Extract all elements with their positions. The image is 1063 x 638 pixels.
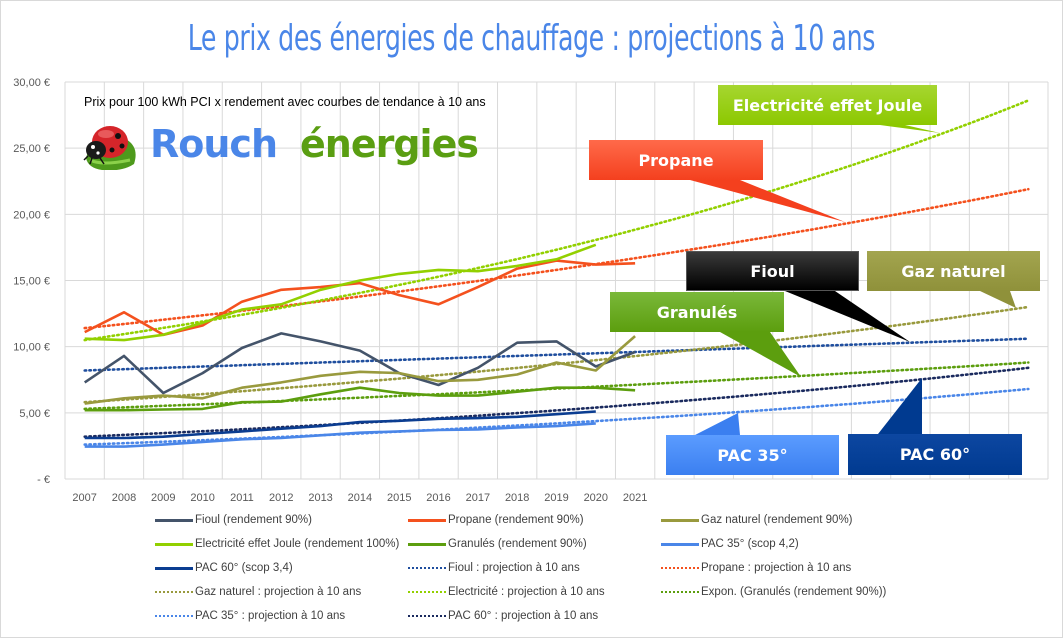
- x-tick-label: 2020: [584, 492, 608, 504]
- tail-pac35: [695, 413, 740, 435]
- trend-line-8: [83, 187, 1030, 330]
- x-tick-label: 2010: [190, 492, 214, 504]
- legend-label: PAC 60° (scop 3,4): [195, 562, 293, 574]
- y-tick-label: - €: [37, 474, 50, 486]
- tail-electricite: [880, 125, 940, 133]
- x-tick-label: 2009: [151, 492, 175, 504]
- x-tick-label: 2015: [387, 492, 411, 504]
- series-line-3: [84, 243, 597, 342]
- chart-title: Le prix des énergies de chauffage : proj…: [187, 18, 876, 59]
- legend-label: Expon. (Granulés (rendement 90%)): [701, 586, 887, 598]
- legend-label: Electricité effet Joule (rendement 100%): [195, 538, 400, 550]
- legend-label: PAC 60° : projection à 10 ans: [448, 610, 599, 622]
- legend-item: Fioul (rendement 90%): [155, 514, 312, 526]
- callout-fioul: Fioul: [686, 251, 859, 291]
- callout-gaz-naturel: Gaz naturel: [867, 251, 1040, 291]
- data-lines: [83, 243, 636, 448]
- chart-subtitle: Prix pour 100 kWh PCI x rendement avec c…: [84, 95, 486, 109]
- y-tick-label: 20,00 €: [13, 209, 50, 221]
- callout-electricite: Electricité effet Joule: [718, 85, 937, 125]
- legend-swatch: [408, 567, 446, 569]
- legend-swatch: [661, 542, 699, 546]
- legend-swatch: [155, 542, 193, 546]
- tail-gaz: [980, 291, 1016, 308]
- legend-label: Fioul : projection à 10 ans: [448, 562, 580, 574]
- legend-label: Electricité : projection à 10 ans: [448, 586, 605, 598]
- legend-item: Electricité : projection à 10 ans: [408, 586, 605, 598]
- legend-swatch: [155, 591, 193, 593]
- trend-line-13: [83, 366, 1030, 439]
- tail-granules: [720, 332, 801, 377]
- legend-swatch: [408, 591, 446, 593]
- tail-fioul: [785, 291, 910, 342]
- legend-swatch: [155, 518, 193, 522]
- series-line-5: [84, 422, 596, 448]
- callout-granules: Granulés: [610, 292, 784, 332]
- legend-label: Fioul (rendement 90%): [195, 514, 312, 526]
- x-tick-label: 2017: [466, 492, 490, 504]
- legend-swatch: [408, 615, 446, 617]
- trend-line-9: [83, 305, 1030, 404]
- series-line-0: [83, 332, 636, 395]
- x-tick-label: 2013: [308, 492, 332, 504]
- series-line-6: [84, 410, 596, 440]
- legend-label: Granulés (rendement 90%): [448, 538, 587, 550]
- callout-tails: [690, 125, 1016, 435]
- x-tick-label: 2018: [505, 492, 529, 504]
- legend-item: PAC 35° : projection à 10 ans: [155, 610, 345, 622]
- legend-item: Granulés (rendement 90%): [408, 538, 587, 550]
- legend-item: Electricité effet Joule (rendement 100%): [155, 538, 399, 550]
- x-tick-label: 2008: [112, 492, 136, 504]
- logo-word-energies: énergies: [300, 122, 479, 166]
- legend-swatch: [408, 518, 446, 522]
- legend-item: PAC 60° : projection à 10 ans: [408, 610, 598, 622]
- legend-label: Propane : projection à 10 ans: [701, 562, 852, 574]
- legend-item: Propane : projection à 10 ans: [661, 562, 851, 574]
- y-tick-label: 25,00 €: [13, 143, 50, 155]
- legend-label: PAC 35° (scop 4,2): [701, 538, 799, 550]
- x-tick-label: 2021: [623, 492, 647, 504]
- y-tick-label: 30,00 €: [13, 77, 50, 89]
- ladybug-icon: [83, 126, 136, 170]
- x-tick-label: 2019: [544, 492, 568, 504]
- callout-propane: Propane: [589, 140, 763, 180]
- legend-swatch: [155, 615, 193, 617]
- series-line-4: [84, 386, 636, 412]
- legend-swatch: [661, 567, 699, 569]
- x-axis-ticks: 2007 2008 2009 2010 2011 2012 2013 2014 2015 2016…: [72, 492, 647, 504]
- legend-item: Gaz naturel (rendement 90%): [661, 514, 853, 526]
- legend-swatch: [408, 542, 446, 546]
- legend-item: PAC 35° (scop 4,2): [661, 538, 799, 550]
- legend-item: PAC 60° (scop 3,4): [155, 562, 293, 574]
- x-tick-label: 2016: [426, 492, 450, 504]
- logo-word-rouch: Rouch: [150, 122, 278, 166]
- legend-item: Propane (rendement 90%): [408, 514, 584, 526]
- y-tick-label: 5,00 €: [19, 408, 50, 420]
- legend-label: Propane (rendement 90%): [448, 514, 584, 526]
- legend-label: Gaz naturel (rendement 90%): [701, 514, 853, 526]
- legend-label: PAC 35° : projection à 10 ans: [195, 610, 346, 622]
- y-tick-label: 15,00 €: [13, 276, 50, 288]
- legend-item: Expon. (Granulés (rendement 90%)): [661, 586, 886, 598]
- callout-pac60: PAC 60°: [848, 434, 1022, 475]
- legend-swatch: [661, 518, 699, 522]
- x-tick-label: 2007: [72, 492, 96, 504]
- legend-label: Gaz naturel : projection à 10 ans: [195, 586, 362, 598]
- x-tick-label: 2014: [348, 492, 372, 504]
- legend-item: Fioul : projection à 10 ans: [408, 562, 580, 574]
- y-axis-ticks: - € 5,00 € 10,00 € 15,00 € 20,00 € 25,00 € 30,…: [13, 77, 50, 486]
- legend-swatch: [661, 591, 699, 593]
- legend-item: Gaz naturel : projection à 10 ans: [155, 586, 361, 598]
- series-line-2: [84, 335, 636, 405]
- trend-line-10: [83, 99, 1030, 342]
- trend-line-7: [83, 337, 1030, 372]
- x-tick-label: 2011: [230, 492, 254, 504]
- callout-pac35: PAC 35°: [666, 435, 839, 475]
- y-tick-label: 10,00 €: [13, 342, 50, 354]
- legend-swatch: [155, 566, 193, 570]
- tail-pac60: [878, 378, 922, 434]
- x-tick-label: 2012: [269, 492, 293, 504]
- tail-propane: [690, 180, 845, 222]
